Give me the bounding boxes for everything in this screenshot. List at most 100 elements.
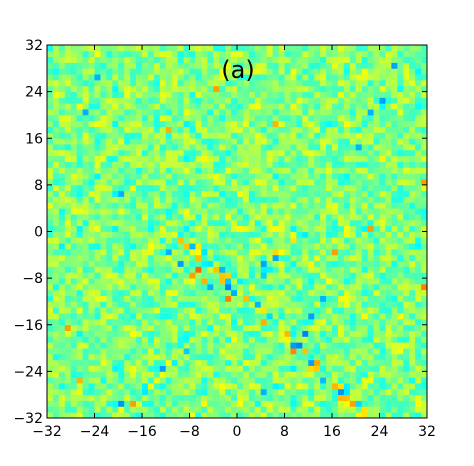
heatmap-cell [225, 184, 232, 192]
heatmap-cell [112, 377, 119, 384]
heatmap-cell [88, 85, 95, 93]
heatmap-cell [52, 184, 60, 192]
heatmap-cell [284, 144, 291, 151]
heatmap-cell [47, 109, 54, 116]
heatmap-cell [207, 295, 214, 302]
heatmap-cell [415, 184, 422, 192]
heatmap-cell [165, 74, 173, 81]
heatmap-cell [320, 295, 327, 302]
heatmap-cell [403, 85, 410, 93]
heatmap-cell [349, 272, 357, 279]
heatmap-cell [302, 406, 309, 413]
heatmap-cell [183, 266, 190, 273]
heatmap-cell [70, 91, 78, 98]
heatmap-cell [70, 114, 78, 122]
heatmap-cell [242, 272, 250, 279]
heatmap-cell [52, 208, 60, 215]
heatmap-cell [94, 126, 101, 133]
heatmap-cell [118, 266, 125, 273]
heatmap-cell [415, 225, 422, 232]
heatmap-cell [415, 91, 422, 98]
heatmap-cell [355, 85, 363, 93]
heatmap-cell [355, 324, 363, 331]
heatmap-cell [296, 56, 303, 63]
heatmap-cell [195, 371, 202, 378]
heatmap-cell [361, 50, 369, 58]
heatmap-cell [189, 313, 196, 320]
heatmap-cell [308, 283, 315, 291]
heatmap-cell [367, 50, 374, 58]
heatmap-cell [231, 132, 238, 139]
heatmap-cell [266, 149, 274, 157]
heatmap-cell [278, 184, 285, 192]
heatmap-cell [385, 278, 392, 285]
heatmap-cell [189, 214, 196, 221]
heatmap-cell [290, 179, 297, 186]
heatmap-cell [225, 85, 232, 93]
heatmap-cell [183, 184, 190, 192]
heatmap-cell [183, 237, 190, 244]
heatmap-cell [242, 225, 250, 232]
heatmap-cell [391, 283, 398, 291]
heatmap-cell [373, 161, 380, 168]
heatmap-cell [415, 248, 422, 256]
heatmap-cell [130, 173, 137, 180]
heatmap-cell [343, 214, 351, 221]
heatmap-cell [320, 324, 327, 331]
heatmap-cell [94, 248, 101, 256]
heatmap-cell [225, 260, 232, 267]
heatmap-cell [147, 56, 155, 63]
heatmap-cell [403, 371, 410, 378]
heatmap-cell [391, 50, 398, 58]
heatmap-cell [147, 184, 155, 192]
heatmap-cell [159, 260, 167, 267]
heatmap-cell [385, 132, 392, 139]
heatmap-cell [379, 109, 386, 116]
heatmap-cell [391, 388, 398, 396]
heatmap-cell [361, 85, 369, 93]
heatmap-cell [130, 400, 137, 407]
heatmap-cell [142, 173, 149, 180]
heatmap-cell [231, 365, 238, 372]
heatmap-cell [88, 219, 95, 227]
heatmap-cell [207, 400, 214, 407]
heatmap-cell [118, 406, 125, 413]
heatmap-cell [207, 68, 214, 75]
heatmap-cell [64, 155, 72, 162]
heatmap-cell [278, 208, 285, 215]
heatmap-cell [159, 318, 167, 326]
heatmap-cell [349, 79, 357, 87]
heatmap-cell [207, 167, 214, 174]
heatmap-cell [254, 74, 262, 81]
heatmap-cell [326, 365, 333, 372]
heatmap-cell [177, 50, 184, 58]
heatmap-cell [94, 68, 101, 75]
heatmap-cell [373, 283, 380, 291]
heatmap-cell [136, 208, 143, 215]
heatmap-cell [367, 307, 374, 314]
heatmap-cell [272, 138, 279, 145]
heatmap-cell [70, 45, 78, 52]
heatmap-cell [266, 406, 274, 413]
heatmap-cell [100, 56, 107, 63]
heatmap-cell [409, 318, 416, 326]
heatmap-cell [326, 307, 333, 314]
heatmap-cell [88, 138, 95, 145]
heatmap-cell [320, 68, 327, 75]
heatmap-cell [189, 260, 196, 267]
heatmap-cell [248, 283, 256, 291]
heatmap-cell [248, 307, 256, 314]
heatmap-cell [296, 318, 303, 326]
heatmap-cell [391, 179, 398, 186]
heatmap-cell [237, 243, 244, 250]
heatmap-cell [278, 219, 285, 227]
heatmap-cell [147, 348, 155, 355]
heatmap-cell [296, 383, 303, 390]
heatmap-cell [124, 179, 131, 186]
heatmap-cell [254, 237, 262, 244]
heatmap-cell [296, 278, 303, 285]
heatmap-cell [136, 248, 143, 256]
heatmap-cell [278, 383, 285, 390]
heatmap-cell [142, 149, 149, 157]
heatmap-cell [272, 126, 279, 133]
